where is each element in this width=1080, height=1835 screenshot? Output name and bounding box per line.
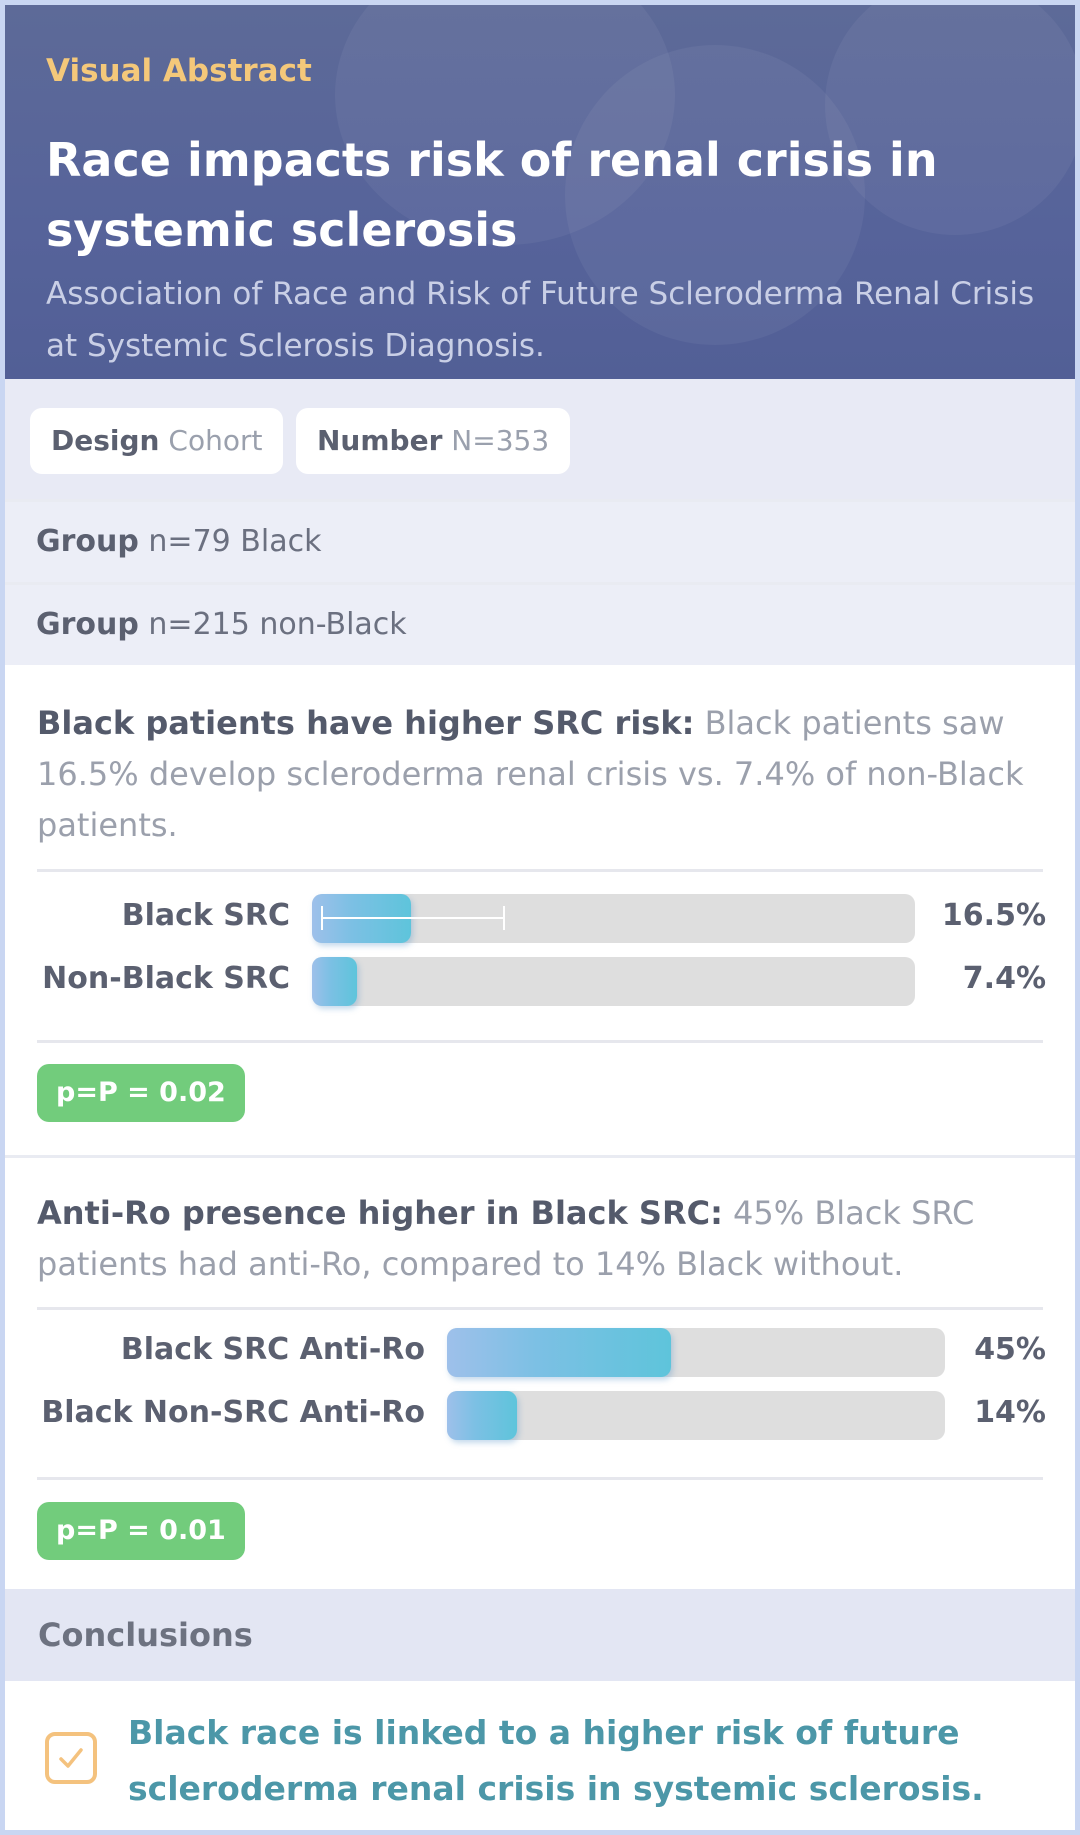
- bar-track: [447, 1391, 945, 1440]
- bar-label: Black SRC: [121, 898, 290, 933]
- bar-value: 14%: [974, 1395, 1046, 1430]
- group-label: Group: [36, 607, 139, 642]
- error-bar-cap-low: [321, 906, 324, 930]
- bar-black-non-src-anti-ro: [447, 1391, 517, 1440]
- bar-track: [447, 1328, 945, 1377]
- conclusions-heading: Conclusions: [5, 1589, 1075, 1681]
- visual-abstract-card: Visual Abstract Race impacts risk of ren…: [5, 5, 1075, 1830]
- finding-2-description: 45% Black SRC patients had anti-Ro, comp…: [37, 1194, 975, 1283]
- bar-track: [312, 957, 915, 1006]
- p-value-badge: p=P = 0.02: [37, 1064, 245, 1122]
- group-row-black: Group n=79 Black: [5, 502, 1075, 582]
- number-pill: Number N=353: [296, 408, 571, 474]
- page-title: Race impacts risk of renal crisis in sys…: [46, 133, 938, 257]
- bar-label: Non-Black SRC: [42, 961, 290, 996]
- finding-1-text: Black patients have higher SRC risk: Bla…: [37, 698, 1047, 851]
- header-banner: Visual Abstract Race impacts risk of ren…: [5, 5, 1075, 379]
- group-label: Group: [36, 524, 139, 559]
- error-bar: [321, 917, 505, 919]
- bar-value: 7.4%: [962, 961, 1046, 996]
- number-value: N=353: [451, 424, 550, 457]
- finding-2-heading: Anti-Ro presence higher in Black SRC:: [37, 1194, 723, 1232]
- error-bar-cap-high: [502, 906, 505, 930]
- bar-track: [312, 894, 915, 943]
- bar-non-black-src: [312, 957, 357, 1006]
- bar-black-src-anti-ro: [447, 1328, 672, 1377]
- number-label: Number: [317, 424, 443, 457]
- design-label: Design: [51, 424, 160, 457]
- bar-value: 45%: [974, 1332, 1046, 1367]
- finding-1-heading: Black patients have higher SRC risk:: [37, 704, 695, 742]
- study-meta: Design Cohort Number N=353: [5, 379, 1075, 499]
- design-value: Cohort: [168, 424, 263, 457]
- checkbox-checked-icon: [45, 1732, 97, 1784]
- group-value: n=215 non-Black: [148, 607, 407, 642]
- finding-2-text: Anti-Ro presence higher in Black SRC: 45…: [37, 1188, 1047, 1290]
- group-row-non-black: Group n=215 non-Black: [5, 585, 1075, 665]
- bar-value: 16.5%: [941, 898, 1046, 933]
- conclusion-text: Black race is linked to a higher risk of…: [128, 1713, 984, 1808]
- design-pill: Design Cohort: [30, 408, 284, 474]
- kicker-label: Visual Abstract: [46, 53, 312, 89]
- bar-label: Black SRC Anti-Ro: [120, 1332, 425, 1367]
- bar-label: Black Non-SRC Anti-Ro: [41, 1395, 425, 1430]
- group-value: n=79 Black: [148, 524, 322, 559]
- p-value-badge: p=P = 0.01: [37, 1502, 245, 1560]
- page-subtitle: Association of Race and Risk of Future S…: [46, 276, 1035, 364]
- finding-1-description: Black patients saw 16.5% develop sclerod…: [37, 704, 1024, 844]
